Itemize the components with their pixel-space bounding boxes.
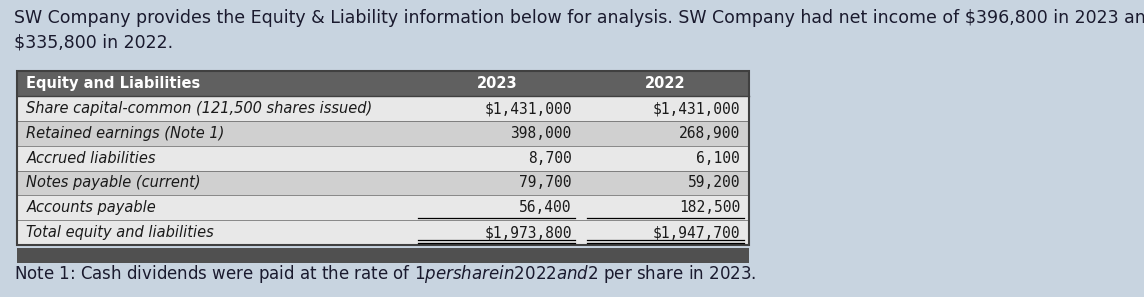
Text: Accrued liabilities: Accrued liabilities	[26, 151, 156, 166]
Text: 59,200: 59,200	[688, 176, 740, 190]
Text: SW Company provides the Equity & Liability information below for analysis. SW Co: SW Company provides the Equity & Liabili…	[14, 9, 1144, 52]
Text: Equity and Liabilities: Equity and Liabilities	[26, 76, 200, 91]
Text: Note 1: Cash dividends were paid at the rate of $1 per share in 2022 and $2 per : Note 1: Cash dividends were paid at the …	[14, 263, 756, 285]
Bar	[17, 146, 749, 170]
Text: 6,100: 6,100	[697, 151, 740, 166]
Text: 2022: 2022	[645, 76, 685, 91]
Bar	[17, 170, 749, 195]
Text: $1,947,700: $1,947,700	[653, 225, 740, 240]
Text: 268,900: 268,900	[678, 126, 740, 141]
Bar	[17, 220, 749, 245]
Bar	[17, 195, 749, 220]
Text: Share capital-common (121,500 shares issued): Share capital-common (121,500 shares iss…	[26, 101, 373, 116]
Text: 398,000: 398,000	[510, 126, 572, 141]
Bar	[17, 248, 749, 263]
Text: 2023: 2023	[476, 76, 517, 91]
Bar	[17, 96, 749, 121]
Text: Accounts payable: Accounts payable	[26, 200, 156, 215]
Text: 182,500: 182,500	[678, 200, 740, 215]
Text: $1,973,800: $1,973,800	[484, 225, 572, 240]
Text: $1,431,000: $1,431,000	[653, 101, 740, 116]
Text: $1,431,000: $1,431,000	[484, 101, 572, 116]
Text: Notes payable (current): Notes payable (current)	[26, 176, 201, 190]
Text: 79,700: 79,700	[519, 176, 572, 190]
Bar	[17, 121, 749, 146]
Text: 56,400: 56,400	[519, 200, 572, 215]
Bar	[17, 71, 749, 96]
Text: Retained earnings (Note 1): Retained earnings (Note 1)	[26, 126, 224, 141]
Text: Total equity and liabilities: Total equity and liabilities	[26, 225, 214, 240]
Text: 8,700: 8,700	[529, 151, 572, 166]
